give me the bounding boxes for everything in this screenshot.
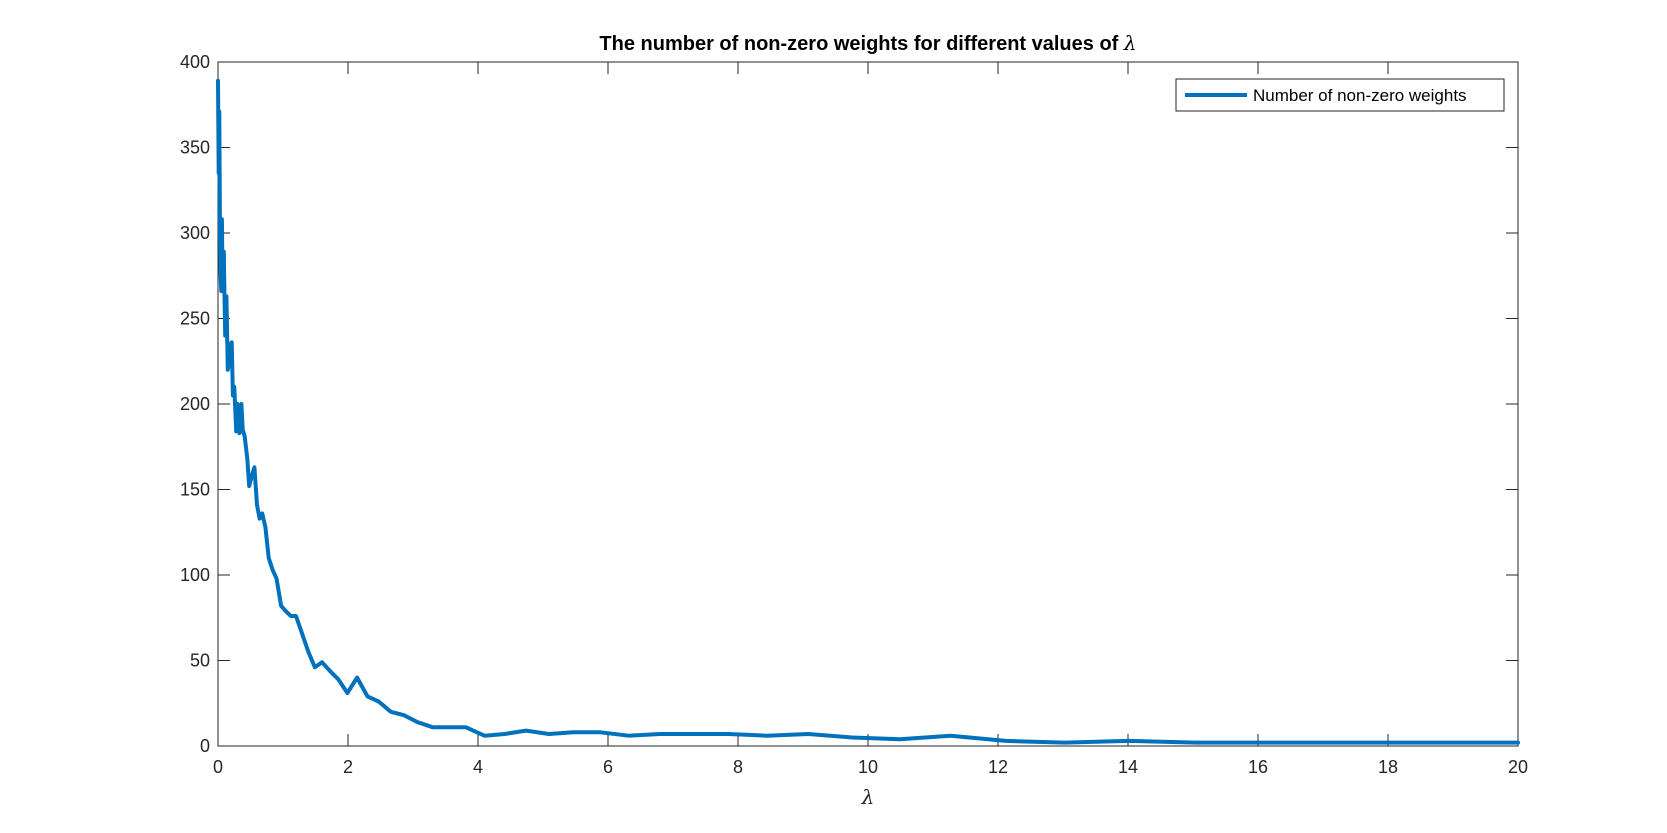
x-tick-label: 10 (858, 757, 878, 777)
plot-area (217, 61, 1519, 747)
y-tick-label: 0 (200, 736, 210, 756)
legend: Number of non-zero weights (1175, 78, 1505, 112)
x-tick-label: 2 (343, 757, 353, 777)
y-tick-label: 400 (180, 52, 210, 72)
x-tick-label: 8 (733, 757, 743, 777)
x-tick-label: 12 (988, 757, 1008, 777)
y-tick-label: 250 (180, 309, 210, 329)
chart-title: The number of non-zero weights for diffe… (599, 31, 1136, 55)
chart-title-lambda: λ (1123, 31, 1137, 55)
x-axis-label: λ (861, 785, 875, 809)
x-tick-label: 18 (1378, 757, 1398, 777)
x-tick-label: 16 (1248, 757, 1268, 777)
series-line-non-zero-weights (216, 78, 1520, 745)
y-tick-label: 350 (180, 138, 210, 158)
x-tick-label: 4 (473, 757, 483, 777)
series-layer (216, 78, 1520, 745)
y-tick-label: 300 (180, 223, 210, 243)
y-tick-label: 150 (180, 480, 210, 500)
y-tick-label: 100 (180, 565, 210, 585)
y-tick-label: 200 (180, 394, 210, 414)
x-tick-label: 6 (603, 757, 613, 777)
x-tick-label: 20 (1508, 757, 1528, 777)
legend-label: Number of non-zero weights (1253, 86, 1467, 105)
y-tick-label: 50 (190, 651, 210, 671)
chart-title-text: The number of non-zero weights for diffe… (599, 33, 1123, 55)
x-tick-label: 0 (213, 757, 223, 777)
x-tick-label: 14 (1118, 757, 1138, 777)
